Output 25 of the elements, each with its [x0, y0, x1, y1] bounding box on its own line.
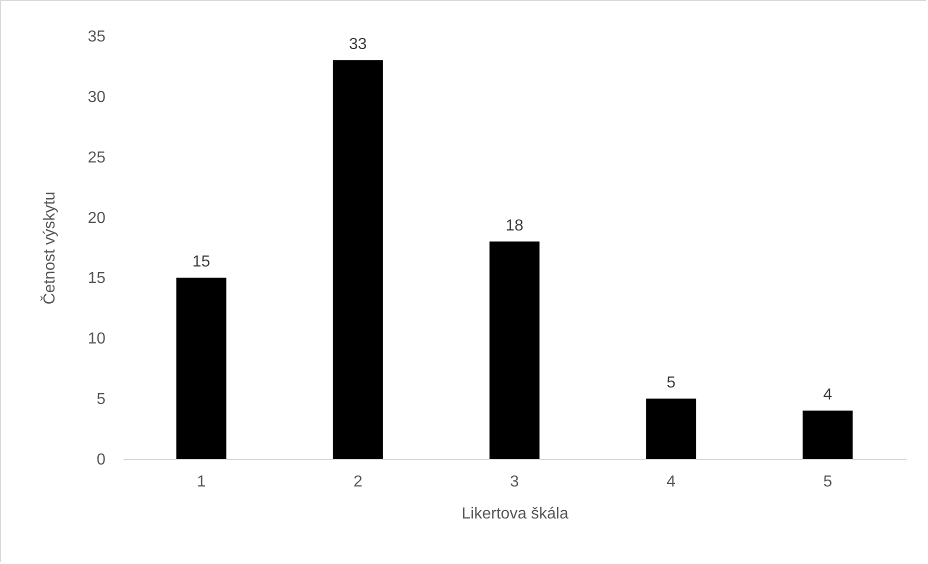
x-tick-label: 1 — [196, 474, 206, 490]
data-label: 5 — [666, 374, 676, 392]
y-tick-label: 5 — [96, 391, 106, 408]
y-tick-label: 30 — [88, 88, 106, 106]
y-tick-label: 0 — [96, 452, 106, 468]
x-tick-label: 2 — [353, 474, 362, 490]
data-label: 18 — [506, 217, 524, 234]
x-tick-label: 3 — [510, 474, 520, 490]
bar — [332, 60, 383, 459]
bar — [802, 410, 853, 459]
y-axis-title: Četnost výskytu — [40, 192, 59, 304]
bar — [490, 241, 540, 459]
bar — [646, 398, 696, 459]
data-label: 4 — [823, 386, 832, 404]
y-tick-label: 25 — [88, 149, 106, 166]
data-label: 33 — [349, 36, 367, 54]
y-tick-label: 20 — [88, 210, 106, 227]
x-tick-label: 4 — [666, 474, 676, 490]
data-label: 15 — [192, 254, 210, 271]
y-tick-label: 15 — [88, 270, 106, 288]
bar — [176, 278, 226, 459]
y-tick-label: 10 — [88, 330, 106, 348]
x-axis-title: Likertova škála — [462, 506, 568, 522]
y-tick-label: 35 — [88, 28, 106, 46]
x-tick-label: 5 — [823, 474, 832, 490]
